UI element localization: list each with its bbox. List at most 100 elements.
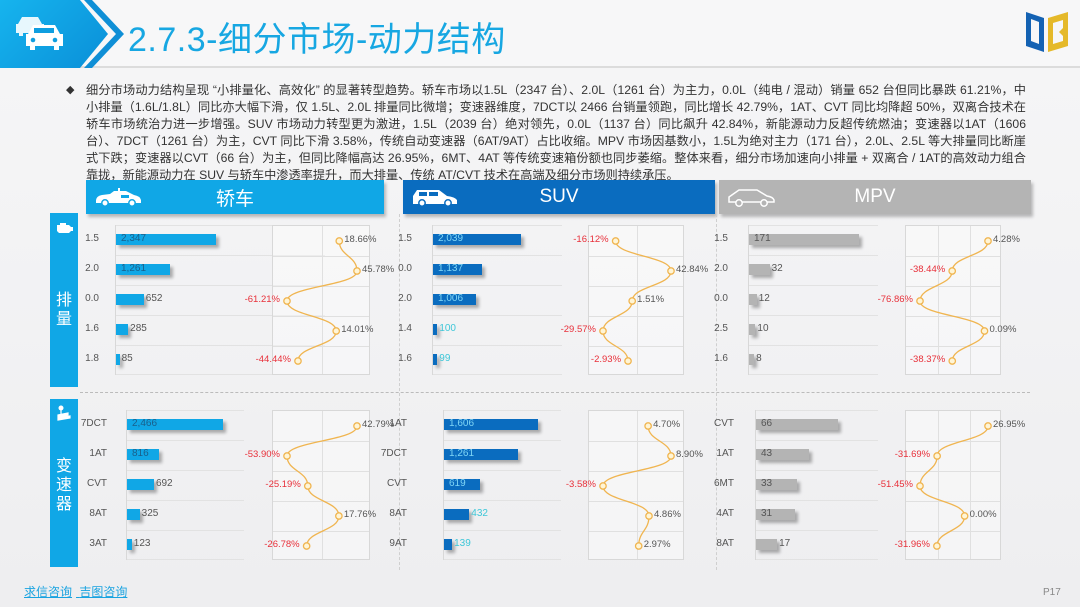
yoy-label: 26.95% [993,419,1026,430]
bar-plot: 2,039 1.5 1,137 0.0 1,006 2.0 100 1.4 99 1.6 [398,225,562,375]
category-label: 1AT [716,448,734,459]
yoy-line-plot: 4.28% -38.44% -76.86% 0.09% -38.37% [878,225,1020,375]
bar-value-label: 139 [454,538,471,549]
bar [116,264,170,275]
segment-header-mpv: MPV [719,180,1031,214]
chart-row [433,315,562,345]
category-label: 1.6 [398,353,412,364]
yoy-line [283,237,361,365]
yoy-label: 0.00% [969,509,997,520]
header: 2.7.3-细分市场-动力结构 [0,0,1080,68]
chart-row [756,530,878,560]
category-label: 1.5 [714,233,728,244]
bar [444,479,481,490]
yoy-label: 45.78% [362,264,395,275]
bar [756,509,795,520]
bar-value-label: 1,606 [449,418,475,429]
chart-row [756,440,878,470]
yoy-label: 17.76% [343,509,377,520]
bar-value-label: 432 [471,508,488,519]
summary-text: 细分市场动力结构呈现 “小排量化、高效化” 的显著转型趋势。轿车市场以1.5L（… [86,83,1026,182]
category-label: 3AT [89,538,107,549]
footer-link[interactable]: 求信咨询 [24,585,73,599]
category-label: 7DCT [80,418,107,429]
chart-row [127,410,244,440]
bar [127,449,159,460]
yoy-label: -25.19% [265,479,301,490]
yoy-label: 4.86% [653,509,681,520]
side-tab-displacement: 排量 [50,213,78,387]
category-label: 2.0 [714,263,728,274]
chart-row [749,255,878,285]
yoy-line-plot: 18.66% 45.78% -61.21% 14.01% -44.44% [245,225,394,375]
bar [749,264,770,275]
yoy-label: -53.90% [244,449,280,460]
yoy-line [599,422,675,550]
category-label: CVT [714,418,734,429]
chart-row [127,440,244,470]
chart-row [444,530,561,560]
bar-value-label: 33 [761,478,773,489]
chart-row [433,255,562,285]
category-label: 1.6 [714,353,728,364]
category-label: 1.6 [85,323,99,334]
yoy-label: 0.09% [989,324,1017,335]
category-label: 0.0 [85,293,99,304]
yoy-label: -51.45% [877,479,913,490]
yoy-label: -38.44% [909,264,946,275]
bar [433,354,438,365]
page-number: P17 [1043,587,1061,598]
sedan-taxi-icon [96,188,141,207]
page-title: 2.7.3-细分市场-动力结构 [128,21,506,59]
yoy-label: -31.69% [894,449,931,460]
bar-value-label: 325 [141,508,159,519]
category-label: 0.0 [714,293,728,304]
bar-value-label: 285 [130,323,147,334]
yoy-label: -31.96% [894,539,930,550]
bar-value-label: 66 [761,418,773,429]
footer-link[interactable]: 吉图咨询 [79,585,128,599]
yoy-label: -76.86% [877,294,913,305]
chart-row [116,225,325,255]
bar-value-label: 2,347 [121,233,147,244]
chart-row [127,530,244,560]
yoy-label: 14.01% [341,324,374,335]
bar-value-label: 2,039 [438,233,464,244]
bar-plot: 171 1.5 32 2.0 12 0.0 10 2.5 8 1.6 [714,225,878,375]
category-label: 1.5 [85,233,99,244]
bar-value-label: 85 [121,353,133,364]
chart-row [116,315,325,345]
gear-shift-icon [57,405,71,421]
bar [433,294,477,305]
bar-value-label: 652 [145,293,163,304]
chart-row [756,500,878,530]
segment-title: 轿车 [215,188,254,210]
bar [116,294,144,305]
yoy-label: -2.93% [590,354,622,365]
bar [749,294,757,305]
chart-row [116,345,325,375]
bar [749,234,859,245]
chart-row [127,470,244,500]
bar-value-label: 43 [761,448,773,459]
yoy-line [916,422,992,550]
bar [127,419,223,430]
category-label: 1AT [389,418,407,429]
bar [433,234,521,245]
yoy-line [283,422,361,550]
yoy-line [916,237,992,365]
category-label: 4AT [716,508,734,519]
yoy-line-plot: 4.70% 8.90% -3.58% 4.86% 2.97% [566,410,703,560]
bar-value-label: 99 [439,353,451,364]
bar [749,324,756,335]
yoy-label: -61.21% [244,294,280,305]
bar-value-label: 17 [779,538,791,549]
bullet-icon: ◆ [66,84,75,96]
category-label: 0.0 [398,263,412,274]
bar [756,419,838,430]
bar [433,324,438,335]
bar [127,479,154,490]
bar [444,449,518,460]
side-tab-label: 变速器 [55,458,72,513]
category-label: CVT [387,478,407,489]
